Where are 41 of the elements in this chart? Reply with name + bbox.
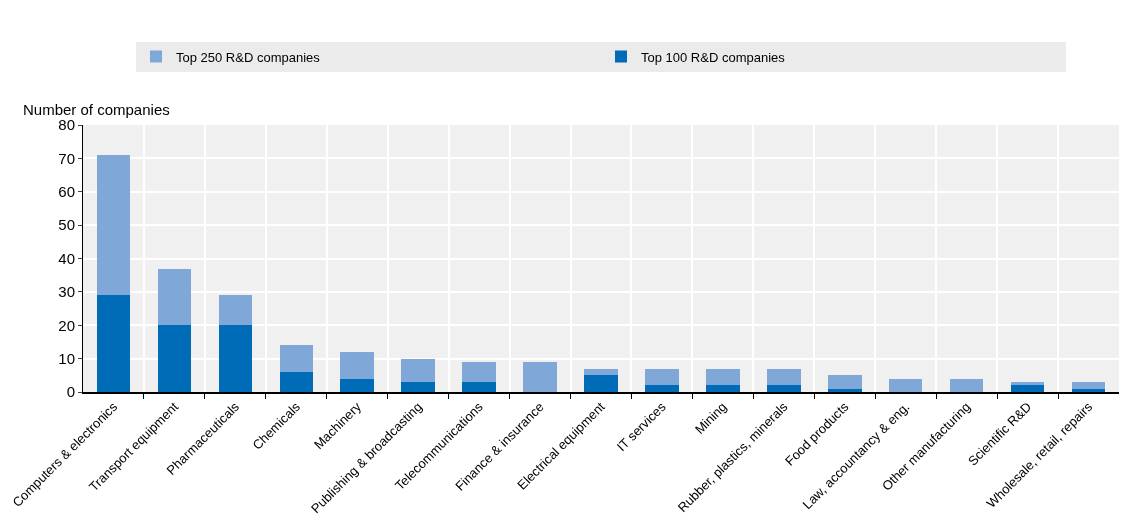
bar — [706, 385, 740, 392]
bar — [401, 381, 435, 392]
y-tick-label: 30 — [58, 283, 75, 301]
bar — [1071, 381, 1106, 389]
bar — [584, 375, 618, 392]
y-tick-label: 0 — [66, 383, 75, 401]
bar — [157, 325, 192, 392]
y-tick-label: 50 — [58, 216, 75, 234]
bar — [279, 371, 314, 392]
bar — [96, 295, 131, 392]
y-tick-label: 20 — [58, 316, 75, 334]
bar — [96, 155, 131, 296]
bar — [462, 381, 496, 392]
bar — [1010, 385, 1045, 392]
bar — [888, 378, 923, 392]
bar — [828, 375, 862, 389]
bar — [279, 345, 314, 372]
legend-label: Top 100 R&D companies — [641, 49, 786, 65]
y-tick-label: 80 — [58, 116, 75, 134]
bar — [645, 385, 679, 392]
bar — [218, 325, 253, 392]
bar — [523, 361, 557, 392]
bar — [340, 378, 374, 392]
bar — [767, 368, 801, 386]
y-tick-label: 40 — [58, 249, 75, 267]
bar — [218, 295, 253, 326]
y-tick-label: 60 — [58, 183, 75, 200]
legend-label: Top 250 R&D companies — [176, 49, 321, 65]
bar — [706, 368, 740, 386]
bar — [401, 358, 435, 382]
bar — [828, 388, 862, 392]
bar — [157, 268, 192, 326]
bar — [949, 378, 984, 392]
y-axis-title: Number of companies — [23, 101, 170, 118]
bar — [767, 385, 801, 392]
bar — [340, 351, 374, 379]
bar — [584, 368, 618, 376]
y-tick-label: 70 — [58, 149, 75, 167]
bar — [645, 368, 679, 386]
bar — [462, 361, 496, 382]
y-tick-label: 10 — [58, 349, 75, 367]
